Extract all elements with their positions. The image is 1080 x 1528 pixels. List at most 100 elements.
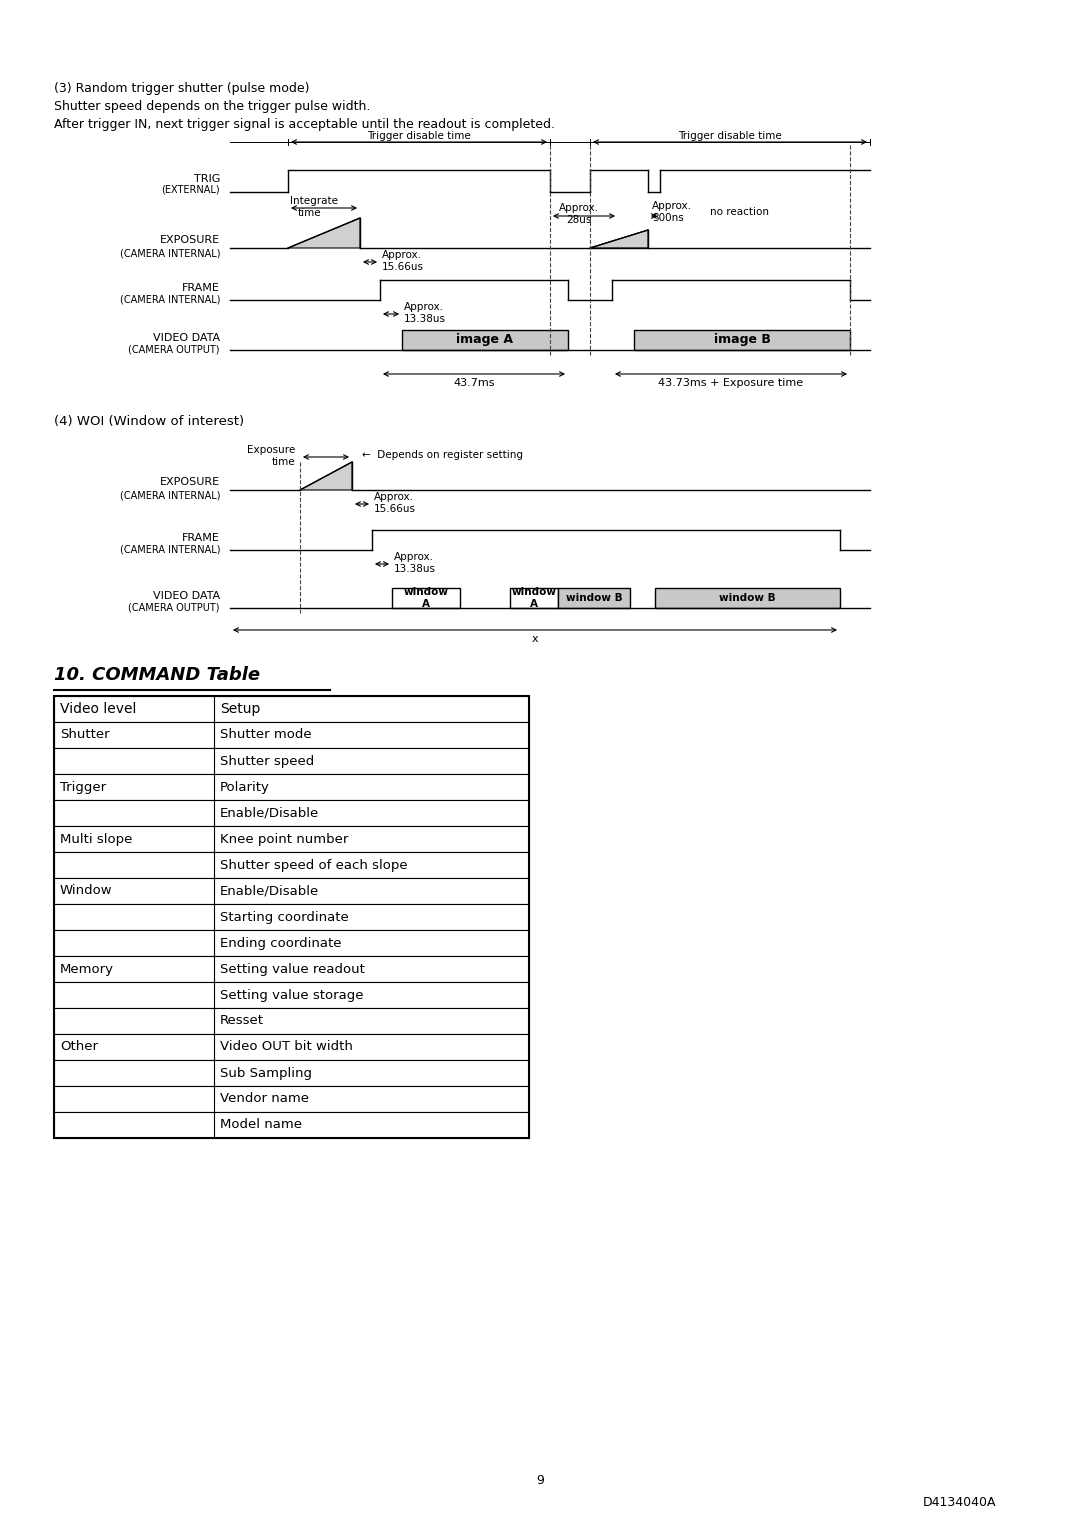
Text: FRAME: FRAME <box>183 283 220 293</box>
Text: (CAMERA INTERNAL): (CAMERA INTERNAL) <box>120 544 220 555</box>
Bar <box>54 749 529 775</box>
Bar <box>402 330 568 350</box>
Text: Setting value storage: Setting value storage <box>220 989 364 1001</box>
Text: no reaction: no reaction <box>710 206 769 217</box>
Bar <box>654 588 840 608</box>
Text: Knee point number: Knee point number <box>220 833 349 845</box>
Bar <box>54 853 529 879</box>
Bar <box>54 1112 529 1138</box>
Text: TRIG: TRIG <box>193 174 220 183</box>
Text: Shutter speed of each slope: Shutter speed of each slope <box>220 859 407 871</box>
Text: Sub Sampling: Sub Sampling <box>220 1067 312 1079</box>
Text: Approx.: Approx. <box>652 202 692 211</box>
Bar <box>54 1008 529 1034</box>
Text: FRAME: FRAME <box>183 533 220 542</box>
Text: (3) Random trigger shutter (pulse mode): (3) Random trigger shutter (pulse mode) <box>54 83 310 95</box>
Bar <box>634 330 850 350</box>
Text: Other: Other <box>60 1041 98 1053</box>
Text: Multi slope: Multi slope <box>60 833 133 845</box>
Text: ←  Depends on register setting: ← Depends on register setting <box>362 451 523 460</box>
Bar <box>510 588 558 608</box>
Text: 300ns: 300ns <box>652 212 684 223</box>
Text: Setup: Setup <box>220 701 260 717</box>
Text: Starting coordinate: Starting coordinate <box>220 911 349 923</box>
Text: Vendor name: Vendor name <box>220 1093 309 1105</box>
Text: Approx.: Approx. <box>559 203 599 212</box>
Bar <box>54 827 529 853</box>
Bar <box>54 1034 529 1060</box>
Text: Trigger disable time: Trigger disable time <box>367 131 471 141</box>
Bar <box>54 723 529 749</box>
Polygon shape <box>300 461 352 490</box>
Text: Polarity: Polarity <box>220 781 270 793</box>
Text: image A: image A <box>457 333 513 347</box>
Text: Trigger disable time: Trigger disable time <box>678 131 782 141</box>
Text: window B: window B <box>719 593 775 604</box>
Text: After trigger IN, next trigger signal is acceptable until the readout is complet: After trigger IN, next trigger signal is… <box>54 118 555 131</box>
Text: Shutter speed: Shutter speed <box>220 755 314 767</box>
Text: Resset: Resset <box>220 1015 264 1027</box>
Bar <box>54 1086 529 1112</box>
Text: 10. COMMAND Table: 10. COMMAND Table <box>54 666 260 685</box>
Text: Window: Window <box>60 885 112 897</box>
Bar <box>558 588 630 608</box>
Text: 9: 9 <box>536 1473 544 1487</box>
Text: Shutter: Shutter <box>60 729 110 741</box>
Text: Video level: Video level <box>60 701 136 717</box>
Text: Setting value readout: Setting value readout <box>220 963 365 975</box>
Text: window
A: window A <box>512 587 556 608</box>
Bar <box>54 983 529 1008</box>
Text: Memory: Memory <box>60 963 114 975</box>
Text: (CAMERA OUTPUT): (CAMERA OUTPUT) <box>129 345 220 354</box>
Bar <box>54 801 529 827</box>
Bar <box>54 905 529 931</box>
Text: VIDEO DATA: VIDEO DATA <box>153 591 220 601</box>
Text: (CAMERA INTERNAL): (CAMERA INTERNAL) <box>120 293 220 304</box>
Text: (EXTERNAL): (EXTERNAL) <box>161 185 220 196</box>
Text: Shutter mode: Shutter mode <box>220 729 312 741</box>
Text: Ending coordinate: Ending coordinate <box>220 937 341 949</box>
Text: Exposure: Exposure <box>246 445 295 455</box>
Text: Approx.: Approx. <box>374 492 414 503</box>
Text: window
A: window A <box>404 587 448 608</box>
Polygon shape <box>590 231 648 248</box>
Bar <box>392 588 460 608</box>
Text: EXPOSURE: EXPOSURE <box>160 235 220 244</box>
Text: Model name: Model name <box>220 1118 302 1132</box>
Text: (CAMERA INTERNAL): (CAMERA INTERNAL) <box>120 248 220 258</box>
Text: Enable/Disable: Enable/Disable <box>220 807 320 819</box>
Text: (CAMERA INTERNAL): (CAMERA INTERNAL) <box>120 490 220 500</box>
Text: image B: image B <box>714 333 770 347</box>
Text: x: x <box>531 634 538 643</box>
Text: Approx.: Approx. <box>394 552 434 562</box>
Bar <box>54 1060 529 1086</box>
Text: Approx.: Approx. <box>404 303 444 312</box>
Bar <box>54 695 529 1138</box>
Text: EXPOSURE: EXPOSURE <box>160 477 220 487</box>
Text: Video OUT bit width: Video OUT bit width <box>220 1041 353 1053</box>
Bar <box>54 879 529 905</box>
Polygon shape <box>288 219 360 248</box>
Text: Integrate: Integrate <box>291 196 338 206</box>
Text: 43.73ms + Exposure time: 43.73ms + Exposure time <box>659 377 804 388</box>
Text: (CAMERA OUTPUT): (CAMERA OUTPUT) <box>129 604 220 613</box>
Text: Approx.: Approx. <box>382 251 422 260</box>
Bar <box>54 931 529 957</box>
Text: Trigger: Trigger <box>60 781 106 793</box>
Text: Shutter speed depends on the trigger pulse width.: Shutter speed depends on the trigger pul… <box>54 99 370 113</box>
Bar <box>54 775 529 801</box>
Text: 13.38us: 13.38us <box>394 564 436 575</box>
Text: VIDEO DATA: VIDEO DATA <box>153 333 220 342</box>
Text: Enable/Disable: Enable/Disable <box>220 885 320 897</box>
Text: 13.38us: 13.38us <box>404 313 446 324</box>
Bar <box>54 957 529 983</box>
Text: 28us: 28us <box>566 215 592 225</box>
Bar <box>54 695 529 723</box>
Text: 15.66us: 15.66us <box>382 261 424 272</box>
Text: D4134040A: D4134040A <box>923 1496 997 1508</box>
Text: (4) WOI (Window of interest): (4) WOI (Window of interest) <box>54 416 244 428</box>
Text: time: time <box>298 208 322 219</box>
Text: 15.66us: 15.66us <box>374 504 416 513</box>
Text: time: time <box>271 457 295 468</box>
Text: window B: window B <box>566 593 622 604</box>
